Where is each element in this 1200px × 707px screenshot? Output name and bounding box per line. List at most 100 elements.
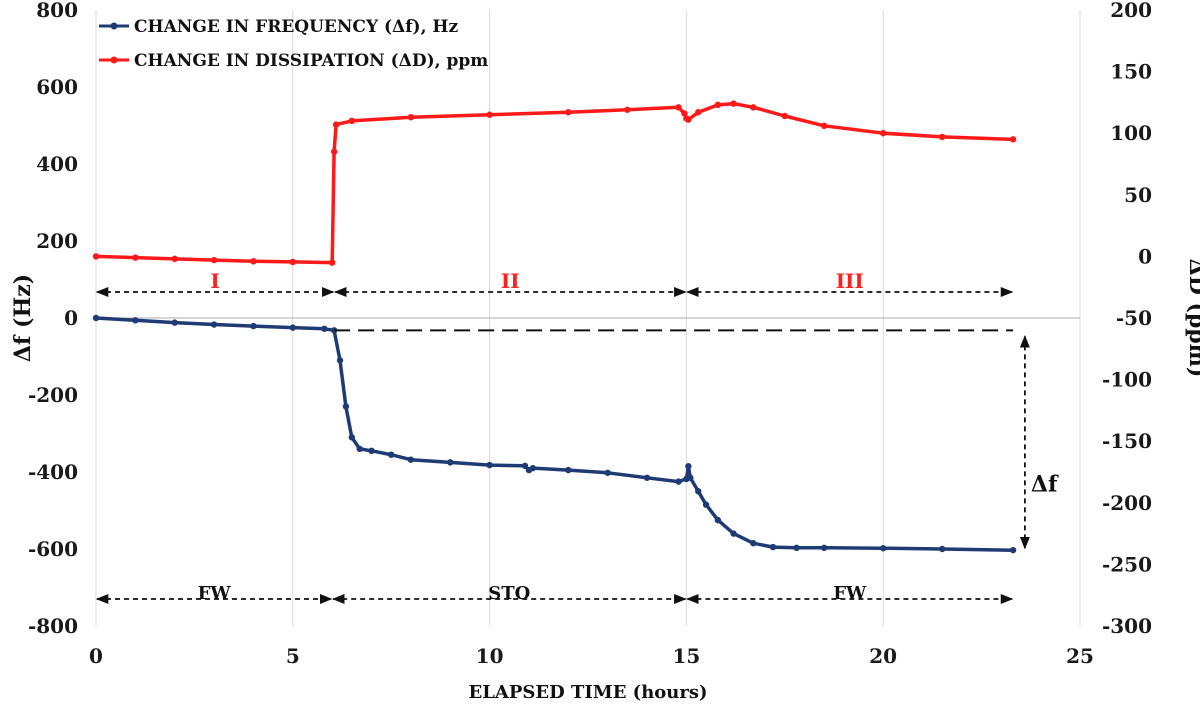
y-left-tick-label: 200	[36, 229, 78, 253]
y-axis-right-ticks: 200 150 100 50 0 -50 -100 -150 -200 -250 -300	[1102, 0, 1152, 638]
y-left-tick-label: -600	[28, 537, 78, 561]
data-point	[486, 111, 493, 118]
data-point	[342, 403, 350, 410]
data-point	[769, 543, 777, 551]
data-point	[793, 544, 800, 552]
y-left-tick-label: 400	[36, 152, 78, 176]
data-point	[356, 445, 363, 453]
data-point	[685, 116, 692, 123]
data-point	[368, 447, 375, 455]
data-point	[730, 530, 737, 537]
phase-bottom-label-0: FW	[198, 583, 232, 604]
y-right-tick-label: 200	[1110, 0, 1152, 22]
phase-bottom-label-2: FW	[833, 583, 867, 604]
series-dissipation	[92, 100, 1017, 266]
data-point	[681, 110, 688, 117]
data-point	[1009, 546, 1017, 554]
y-right-tick-label: 150	[1110, 60, 1152, 84]
data-point	[328, 259, 336, 266]
data-point	[820, 122, 828, 130]
data-point	[820, 544, 828, 552]
data-point	[330, 148, 338, 155]
phase-top-label-1: II	[501, 269, 520, 293]
x-tick-label: 10	[476, 644, 504, 668]
data-point	[750, 540, 757, 547]
y-right-tick-label: -100	[1102, 368, 1152, 392]
legend-label-dissipation: CHANGE IN DISSIPATION (ΔD), ppm	[134, 51, 488, 71]
data-point	[321, 325, 328, 332]
data-point	[880, 545, 887, 552]
phase-bottom-label-1: STO	[488, 583, 530, 604]
data-point	[643, 474, 651, 481]
y-right-tick-label: -50	[1116, 306, 1152, 330]
data-point	[687, 474, 694, 481]
x-axis-title: ELAPSED TIME (hours)	[468, 682, 707, 703]
y-right-tick-label: -150	[1102, 429, 1152, 453]
phase-top-label-2: III	[836, 269, 864, 293]
data-point	[521, 462, 529, 470]
y-left-tick-label: 0	[64, 306, 78, 330]
data-point	[675, 478, 682, 485]
data-point	[407, 456, 415, 463]
data-point	[486, 461, 493, 469]
y-left-tick-label: -400	[28, 460, 78, 484]
data-point	[92, 314, 100, 322]
y-right-tick-label: 0	[1138, 244, 1152, 268]
x-tick-label: 0	[89, 644, 103, 668]
data-point	[750, 104, 757, 111]
data-point	[289, 324, 296, 331]
data-point	[447, 459, 454, 466]
data-point	[695, 109, 702, 116]
data-point	[685, 463, 692, 470]
y-right-tick-label: -200	[1102, 491, 1152, 515]
x-tick-label: 25	[1066, 644, 1094, 668]
data-point	[388, 451, 395, 458]
x-axis-ticks: 0 5 10 15 20 25	[89, 644, 1094, 668]
data-point	[675, 104, 682, 111]
data-point	[332, 121, 340, 128]
data-point	[714, 101, 722, 109]
data-point	[880, 130, 887, 137]
data-point	[250, 322, 257, 330]
data-point	[624, 106, 631, 113]
data-point	[730, 100, 737, 107]
y-right-tick-label: -300	[1102, 614, 1152, 638]
data-point	[289, 258, 296, 266]
data-point	[781, 112, 788, 120]
data-point	[336, 357, 344, 364]
data-point	[529, 464, 537, 472]
data-point	[565, 466, 572, 474]
x-tick-label: 5	[286, 644, 300, 668]
y-axis-left-title: Δf (Hz)	[10, 274, 36, 362]
data-point	[210, 321, 218, 328]
y-left-tick-label: -200	[28, 383, 78, 407]
x-tick-label: 20	[869, 644, 897, 668]
y-left-tick-label: 800	[36, 0, 78, 22]
data-point	[348, 434, 356, 441]
y-right-tick-label: 100	[1110, 121, 1152, 145]
data-point	[939, 133, 946, 141]
data-point	[210, 256, 218, 264]
delta-f-label: Δf	[1031, 471, 1059, 497]
series-group	[92, 100, 1017, 554]
data-point	[171, 319, 178, 326]
y-right-tick-label: 50	[1124, 183, 1152, 207]
y-axis-left-ticks: 800 600 400 200 0 -200 -400 -600 -800	[28, 0, 78, 638]
data-point	[171, 255, 178, 263]
legend-item-frequency: CHANGE IN FREQUENCY (Δf), Hz	[99, 17, 458, 37]
data-point	[132, 254, 139, 261]
phase-top-label-0: I	[210, 269, 219, 293]
data-point	[132, 317, 139, 324]
y-left-tick-label: -800	[28, 614, 78, 638]
plot-area	[95, 10, 1081, 626]
data-point	[250, 258, 257, 265]
data-point	[1009, 136, 1017, 143]
y-left-tick-label: 600	[36, 75, 78, 99]
data-point	[702, 501, 710, 508]
y-right-tick-label: -250	[1102, 552, 1152, 576]
legend: CHANGE IN FREQUENCY (Δf), Hz CHANGE IN D…	[99, 17, 488, 71]
data-point	[565, 109, 572, 116]
legend-item-dissipation: CHANGE IN DISSIPATION (ΔD), ppm	[99, 51, 488, 71]
